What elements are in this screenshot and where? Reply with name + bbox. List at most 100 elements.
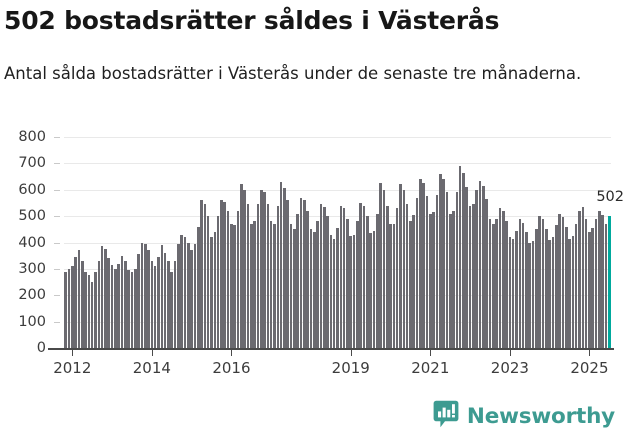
bar [511,238,515,348]
bar [422,183,425,348]
x-tick-label: 2025 [570,359,609,377]
bar [283,188,286,348]
bar [448,213,452,348]
bar-chart: 0 100 200 300 400 500 600 700 800 2012 2014 2016 20… [0,128,631,393]
bar [492,224,495,348]
bar [250,224,253,348]
bar [541,218,545,348]
bar [203,204,207,348]
x-tick-mark [231,350,233,356]
highlight-value-label: 502 [596,188,625,205]
y-tick-label: 300 [18,260,46,277]
bar [578,210,581,348]
newsworthy-logo[interactable]: Newsworthy [433,400,615,431]
x-tick-label: 2016 [212,359,251,377]
bar [531,241,535,348]
bar [87,275,91,348]
bar [452,210,455,348]
bar [74,257,77,348]
bar [230,224,233,348]
bar [226,210,230,348]
bar [478,180,482,348]
bar [306,210,309,348]
bar [574,224,578,348]
bar [233,225,236,348]
bar [286,200,290,348]
bar [485,198,488,348]
y-tick-mark-200 [54,295,60,297]
gridline-800 [64,137,611,138]
page-subtitle: Antal sålda bostadsrätter i Västerås und… [4,64,582,83]
y-tick-mark-600 [54,189,60,191]
bar [465,187,469,348]
bar [339,205,343,348]
bar [266,204,270,348]
bar [429,213,432,348]
y-tick-mark-800 [54,137,60,138]
bar [114,268,117,348]
bar [246,204,250,348]
bar [170,271,174,348]
bar [220,200,223,348]
bar [564,226,568,348]
bar [342,208,346,348]
bar [243,189,246,348]
bar [263,192,266,348]
x-tick-mark [72,350,74,356]
bar [505,221,508,348]
bar [163,253,167,348]
bar [127,270,130,348]
bar [382,189,386,348]
bar [409,221,412,348]
x-tick-mark [151,350,153,356]
bar [160,245,164,348]
bar [309,229,313,348]
bar [187,242,190,348]
plot-area [64,137,611,348]
bar [366,216,369,348]
bar [475,189,479,348]
bar [150,260,154,348]
bar [372,230,376,348]
bar [535,229,538,348]
bar [445,192,449,348]
bar [432,212,435,348]
y-tick-mark-300 [54,268,60,270]
bar [482,185,485,348]
bar [299,197,303,348]
bar [498,208,502,348]
bar [64,271,67,348]
bar [77,250,81,348]
bar [392,224,396,348]
bar [561,217,565,348]
bar [329,234,333,348]
bar [488,218,492,348]
bar [273,224,276,348]
bar [143,243,147,348]
bar [240,184,243,348]
bar [545,229,548,348]
x-tick-label: 2021 [411,359,450,377]
bar [269,221,273,348]
bar [349,235,353,348]
bar [438,173,442,348]
bar [412,214,416,348]
bar [153,266,157,348]
bar [356,221,359,348]
bar [180,234,183,348]
bar [425,196,429,348]
bar [256,204,260,348]
bar [104,249,107,348]
y-tick-mark-400 [54,242,60,244]
bar [223,201,227,348]
bar [525,231,528,348]
bar [200,200,203,348]
bar [528,242,532,348]
bar [588,231,591,348]
bar [70,266,74,348]
bar [206,216,210,348]
bar [259,189,263,348]
bar [183,237,187,348]
logo-wordmark: Newsworthy [466,403,615,429]
